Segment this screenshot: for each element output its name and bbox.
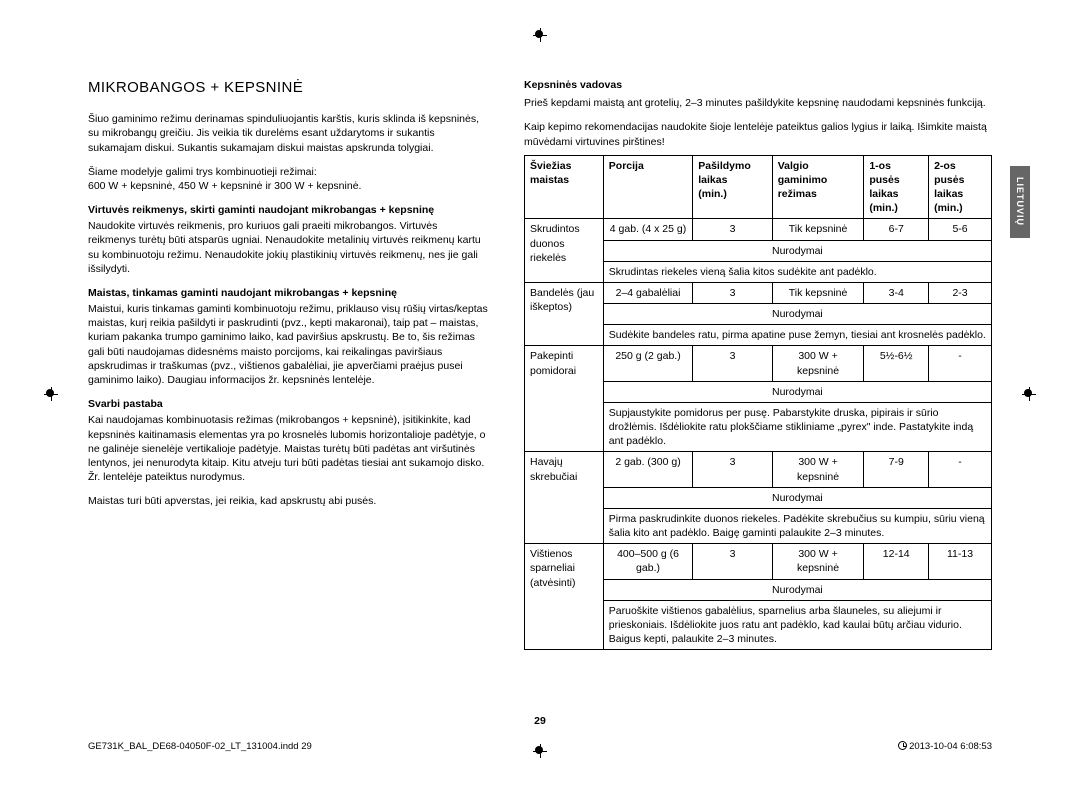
intro-para-1: Šiuo gaminimo režimu derinamas spinduliu… [88,112,488,155]
cell-instr-label: Nurodymai [603,304,991,325]
print-mark-right [1022,387,1036,401]
cell-portion: 2–4 gabalėliai [603,282,692,303]
cell-instr-text: Sudėkite bandeles ratu, pirma apatine pu… [603,325,991,346]
grill-para-2: Kaip kepimo rekomendacijas naudokite šio… [524,120,992,148]
cell-time1: 6-7 [864,219,929,240]
cell-portion: 400–500 g (6 gab.) [603,544,692,579]
cell-time1: 5½-6½ [864,346,929,381]
heading-food: Maistas, tinkamas gaminti naudojant mikr… [88,286,488,300]
content-columns: MIKROBANGOS + KEPSNINĖ Šiuo gaminimo rež… [88,78,992,650]
footer-filename: GE731K_BAL_DE68-04050F-02_LT_131004.indd… [88,741,312,754]
cell-instr-text: Skrudintas riekeles vieną šalia kitos su… [603,261,991,282]
cell-food: Bandelės (jau iškeptos) [525,282,604,346]
print-mark-left [44,387,58,401]
cell-mode: Tik kepsninė [772,282,864,303]
cell-preheat: 3 [693,219,772,240]
footer-timestamp: 2013-10-04 6:08:53 [898,741,992,754]
cell-instr-text: Supjaustykite pomidorus per pusę. Pabars… [603,402,991,452]
note-para-2: Maistas turi būti apverstas, jei reikia,… [88,494,488,508]
heading-note: Svarbi pastaba [88,397,488,411]
cell-time1: 12-14 [864,544,929,579]
col-preheat: Pašildymo laikas (min.) [693,155,772,219]
heading-utensils: Virtuvės reikmenys, skirti gaminti naudo… [88,203,488,217]
cell-food: Pakepinti pomidorai [525,346,604,452]
table-row: Pakepinti pomidorai250 g (2 gab.)3300 W … [525,346,992,381]
language-tab: LIETUVIŲ [1010,166,1030,238]
col-mode: Valgio gaminimo režimas [772,155,864,219]
col-time1: 1-os pusės laikas (min.) [864,155,929,219]
cell-mode: 300 W + kepsninė [772,346,864,381]
cell-time1: 7-9 [864,452,929,487]
cell-instr-label: Nurodymai [603,579,991,600]
table-row: Havajų skrebučiai2 gab. (300 g)3300 W + … [525,452,992,487]
note-para-1: Kai naudojamas kombinuotasis režimas (mi… [88,413,488,484]
cell-preheat: 3 [693,282,772,303]
cell-portion: 250 g (2 gab.) [603,346,692,381]
print-footer: GE731K_BAL_DE68-04050F-02_LT_131004.indd… [88,741,992,754]
cell-time2: - [929,346,992,381]
cell-food: Skrudintos duonos riekelės [525,219,604,283]
col-time2: 2-os pusės laikas (min.) [929,155,992,219]
clock-icon [898,741,907,750]
page-title: MIKROBANGOS + KEPSNINĖ [88,78,488,98]
cell-instr-text: Paruoškite vištienos gabalėlius, sparnel… [603,600,991,650]
cell-mode: 300 W + kepsninė [772,452,864,487]
cell-mode: Tik kepsninė [772,219,864,240]
right-column: Kepsninės vadovas Prieš kepdami maistą a… [524,78,992,650]
cell-preheat: 3 [693,346,772,381]
grill-para-1: Prieš kepdami maistą ant grotelių, 2–3 m… [524,96,992,110]
grill-table: Šviežias maistas Porcija Pašildymo laika… [524,155,992,651]
table-row: Skrudintos duonos riekelės4 gab. (4 x 25… [525,219,992,240]
utensils-para: Naudokite virtuvės reikmenis, pro kuriuo… [88,219,488,276]
table-body: Skrudintos duonos riekelės4 gab. (4 x 25… [525,219,992,650]
cell-preheat: 3 [693,452,772,487]
cell-portion: 4 gab. (4 x 25 g) [603,219,692,240]
cell-instr-label: Nurodymai [603,240,991,261]
cell-time2: 11-13 [929,544,992,579]
cell-instr-label: Nurodymai [603,381,991,402]
cell-portion: 2 gab. (300 g) [603,452,692,487]
intro-para-3: 600 W + kepsninė, 450 W + kepsninė ir 30… [88,179,488,193]
col-food: Šviežias maistas [525,155,604,219]
cell-instr-text: Pirma paskrudinkite duonos riekeles. Pad… [603,508,991,543]
cell-time2: 5-6 [929,219,992,240]
col-portion: Porcija [603,155,692,219]
table-header-row: Šviežias maistas Porcija Pašildymo laika… [525,155,992,219]
cell-time2: 2-3 [929,282,992,303]
intro-para-2: Šiame modelyje galimi trys kombinuotieji… [88,165,488,179]
cell-time1: 3-4 [864,282,929,303]
cell-preheat: 3 [693,544,772,579]
table-row: Vištienos sparneliai (atvėsinti)400–500 … [525,544,992,579]
table-row: Bandelės (jau iškeptos)2–4 gabalėliai3Ti… [525,282,992,303]
food-para: Maistui, kuris tinkamas gaminti kombinuo… [88,302,488,387]
grill-guide-title: Kepsninės vadovas [524,78,992,92]
print-mark-top [533,28,547,42]
page-number: 29 [0,714,1080,728]
cell-time2: - [929,452,992,487]
cell-food: Havajų skrebučiai [525,452,604,544]
cell-mode: 300 W + kepsninė [772,544,864,579]
cell-instr-label: Nurodymai [603,487,991,508]
left-column: MIKROBANGOS + KEPSNINĖ Šiuo gaminimo rež… [88,78,488,650]
cell-food: Vištienos sparneliai (atvėsinti) [525,544,604,650]
